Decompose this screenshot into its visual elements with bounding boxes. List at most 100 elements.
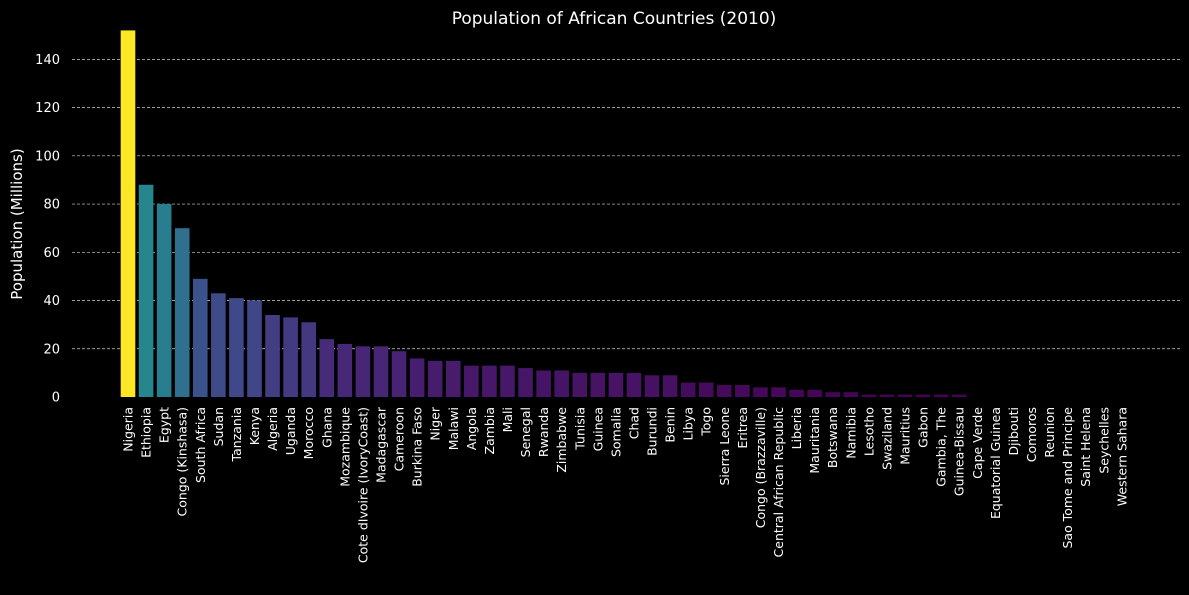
x-tick-label: Burkina Faso [410, 407, 425, 487]
x-tick-label: Somalia [608, 407, 623, 457]
bar [717, 384, 732, 397]
x-tick-label: Swaziland [879, 407, 894, 470]
bar [247, 300, 262, 397]
x-tick-label: Central African Republic [771, 407, 786, 558]
x-tick-label: South Africa [193, 407, 208, 483]
x-tick-label: Eritrea [735, 407, 750, 449]
bar [156, 204, 172, 397]
x-tick-label: Mauritius [898, 407, 913, 465]
bar [319, 339, 335, 397]
bar [626, 372, 642, 397]
x-tick-label: Djibouti [1006, 407, 1021, 455]
bar [879, 394, 895, 397]
bar [951, 394, 967, 397]
x-tick-label: Equatorial Guinea [988, 407, 1003, 519]
bar [933, 394, 949, 397]
y-tick-label: 0 [52, 391, 60, 406]
x-tick-label: Congo (Brazzaville) [753, 407, 768, 528]
chart-title: Population of African Countries (2010) [452, 9, 777, 29]
x-tick-label: Gabon [916, 407, 931, 448]
x-tick-label: Morocco [301, 407, 316, 459]
bar [915, 394, 931, 397]
x-tick-label: Western Sahara [1114, 407, 1129, 506]
bar [427, 360, 443, 397]
x-tick-label: Cote dIvoire (IvoryCoast) [355, 407, 370, 563]
y-tick-label: 120 [35, 101, 60, 116]
x-tick-label: Niger [428, 406, 443, 440]
x-tick-label: Tanzania [229, 407, 244, 462]
x-tick-label: Senegal [518, 407, 533, 457]
bar [897, 394, 913, 397]
bar [680, 382, 696, 397]
bar [482, 365, 497, 397]
x-tick-label: Chad [626, 407, 641, 439]
bar [445, 360, 461, 397]
bar [536, 370, 551, 397]
y-tick-label: 140 [35, 53, 60, 68]
bar [753, 387, 768, 397]
bar [644, 375, 660, 397]
y-tick-label: 100 [35, 149, 60, 164]
x-tick-label: Benin [663, 407, 678, 443]
x-tick-label: Zimbabwe [554, 407, 569, 473]
x-tick-label: Angola [464, 407, 479, 450]
x-tick-label: Cape Verde [970, 407, 985, 479]
bar [698, 382, 714, 397]
bar [138, 184, 154, 397]
y-tick-label: 60 [43, 246, 60, 261]
x-tick-label: Togo [699, 407, 714, 437]
bar [409, 358, 425, 397]
x-tick-label: Algeria [265, 407, 280, 451]
bar [120, 30, 136, 397]
bar [807, 389, 822, 397]
x-tick-label: Saint Helena [1078, 407, 1093, 487]
x-tick-label: Namibia [843, 407, 858, 459]
bar [590, 372, 606, 397]
x-tick-label: Comoros [1024, 407, 1039, 462]
x-tick-label: Sudan [211, 407, 226, 446]
bar [554, 370, 569, 397]
x-tick-label: Gambia, The [934, 407, 949, 487]
x-tick-label: Guinea-Bissau [952, 407, 967, 496]
bar [283, 317, 298, 397]
x-tick-label: Guinea [590, 407, 605, 451]
x-tick-label: Kenya [247, 407, 262, 445]
x-tick-label: Lesotho [861, 407, 876, 456]
bar [843, 392, 859, 397]
bar [500, 365, 515, 397]
y-axis-label: Population (Millions) [8, 148, 26, 299]
bar [735, 384, 750, 397]
x-tick-label: Mozambique [337, 407, 352, 487]
bar [464, 365, 479, 397]
x-axis-ticks: Nigeria Ethiopia Egypt Congo (Kinshasa) Sout… [121, 406, 1130, 563]
bar [301, 322, 316, 397]
x-tick-label: Seychelles [1096, 407, 1111, 474]
bar [572, 372, 588, 397]
bar [662, 375, 678, 397]
bar [192, 278, 208, 397]
y-tick-label: 80 [43, 198, 60, 213]
x-tick-label: Egypt [157, 407, 172, 443]
x-tick-label: Tunisia [572, 407, 587, 451]
bar [391, 351, 407, 397]
x-tick-label: Zambia [482, 407, 497, 454]
bar [174, 228, 190, 397]
x-tick-label: Sao Tome and Principe [1060, 407, 1075, 549]
bar [265, 315, 280, 397]
bar [337, 343, 353, 397]
bar [771, 387, 786, 397]
x-tick-label: Cameroon [392, 407, 407, 471]
bar [608, 372, 624, 397]
y-axis-ticks: 0 20 40 60 80 100 120 140 [35, 53, 60, 406]
bar [211, 293, 226, 397]
x-tick-label: Mali [500, 407, 515, 432]
x-tick-label: Ethiopia [139, 407, 154, 458]
x-tick-label: Libya [681, 407, 696, 440]
bar [518, 368, 533, 397]
x-tick-label: Ghana [319, 407, 334, 448]
y-tick-label: 40 [43, 294, 60, 309]
x-tick-label: Uganda [283, 407, 298, 455]
x-tick-label: Mauritania [807, 407, 822, 474]
x-tick-label: Madagascar [373, 406, 388, 483]
